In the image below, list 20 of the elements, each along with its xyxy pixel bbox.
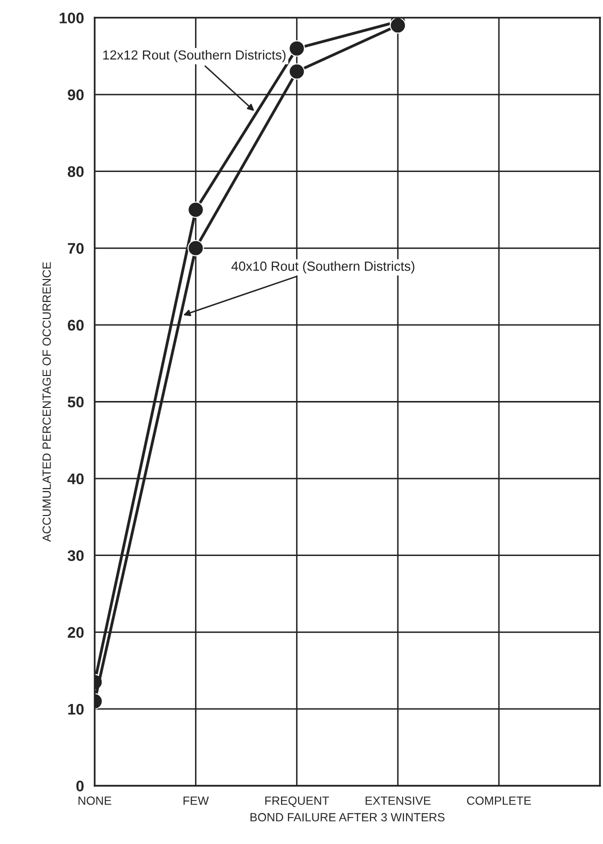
y-tick-label: 60 [68, 320, 84, 331]
x-tick-label: FREQUENT [265, 796, 329, 807]
text: 40x10 Rout (Southern Districts) [231, 261, 414, 274]
x-tick-label: EXTENSIVE [366, 796, 430, 805]
y-tick-label: 10 [68, 704, 84, 715]
y-tick-label: 80 [68, 166, 84, 178]
y-tick-label: 40 [67, 473, 84, 484]
y-tick-label: 90 [68, 89, 84, 100]
y-axis-title: ACCUMULATED PERCENTAGE OF OCCURRENCE [42, 262, 51, 542]
x-axis-title: BOND FAILURE AFTER 3 WINTERS [250, 813, 445, 822]
x-tick-label: FEW [184, 796, 209, 805]
y-tick-label: 20 [68, 627, 84, 638]
y-tick-label: 50 [68, 396, 84, 408]
y-tick-label: 100 [60, 12, 84, 24]
series-label: 12x12 Rout (Southern Districts) [103, 50, 286, 62]
x-tick-label: COMPLETE [467, 796, 531, 805]
x-tick-label: NONE [78, 796, 112, 805]
y-tick-label: 30 [68, 550, 84, 562]
y-tick-label: 0 [76, 780, 84, 792]
y-tick-label: 70 [68, 243, 84, 254]
